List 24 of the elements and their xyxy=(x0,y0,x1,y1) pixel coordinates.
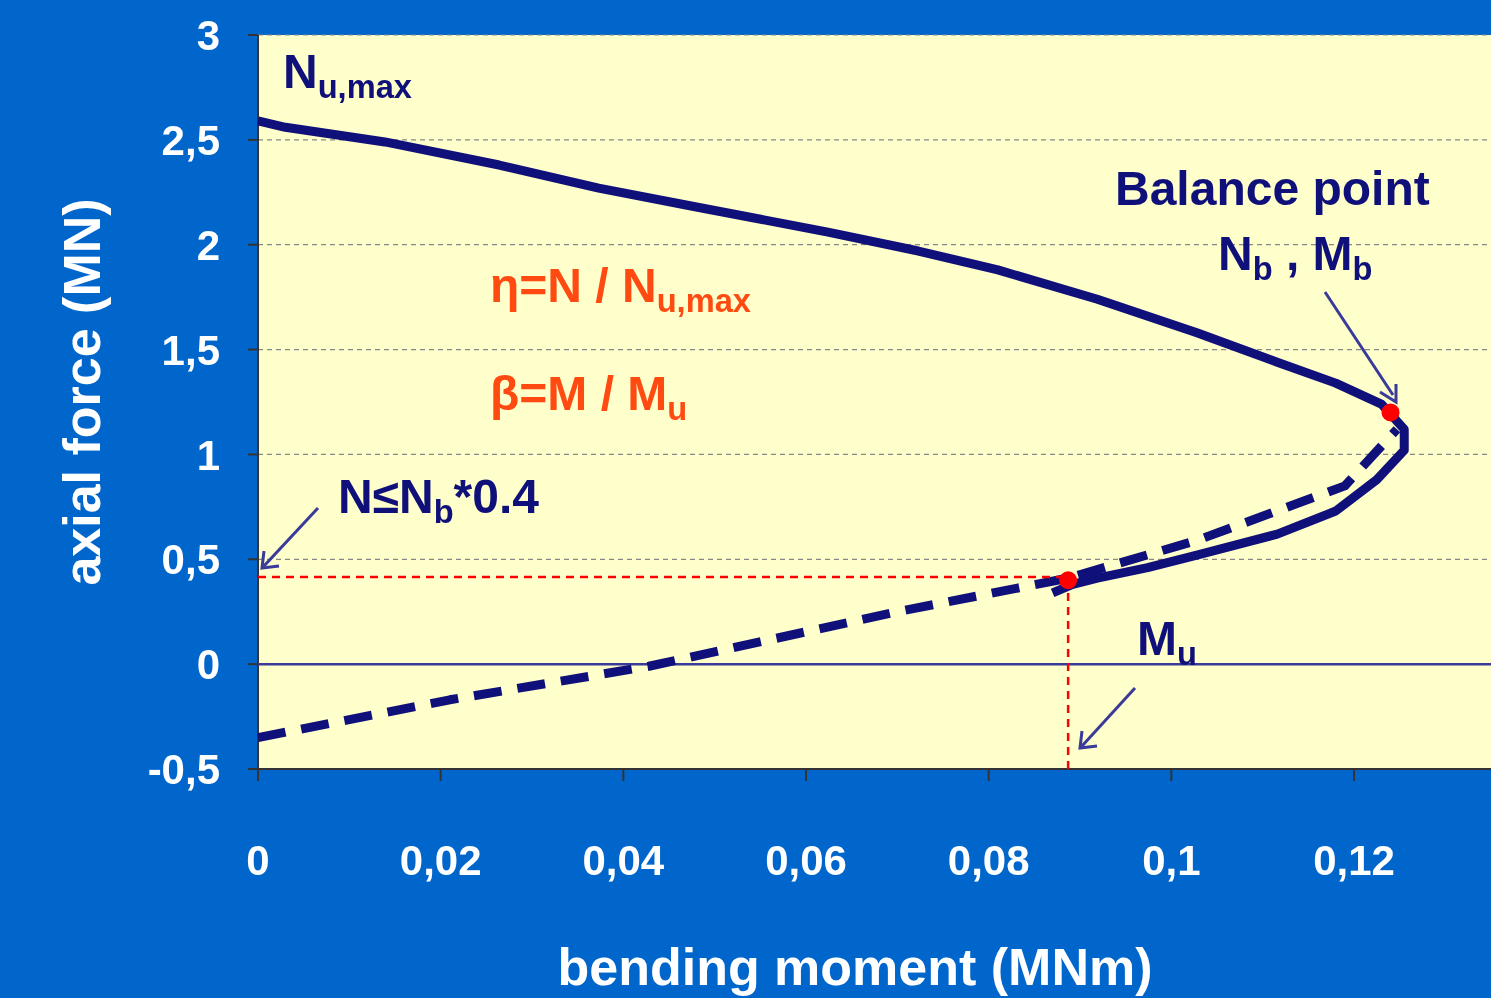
y-tick-label: 0,5 xyxy=(161,536,220,584)
annotation: N$_{u,max}$ xyxy=(283,45,412,105)
x-tick-label: 0,02 xyxy=(399,837,482,884)
x-axis-title: bending moment (MNm) xyxy=(557,938,1153,996)
y-tick-label: 2,5 xyxy=(161,116,220,164)
annotation: Balance point xyxy=(1115,162,1430,215)
y-tick-label: 0 xyxy=(196,641,220,689)
annotation: N$_{b}$ , M$_{b}$ xyxy=(1218,227,1373,287)
y-tick-label: 3 xyxy=(196,12,220,60)
y-tick-label: 2 xyxy=(196,221,220,269)
x-tick-label: 0,12 xyxy=(1313,837,1395,884)
x-tick-label: 0,06 xyxy=(765,837,847,884)
x-tick-label: 0 xyxy=(246,837,270,884)
x-tick-label: 0,1 xyxy=(1142,837,1201,884)
y-tick-label: 1 xyxy=(196,431,220,479)
annotation: η=N / N$_{u,max}$ xyxy=(490,259,751,319)
y-tick-label: -0,5 xyxy=(147,746,220,794)
y-tick-label: 1,5 xyxy=(161,326,220,374)
annotation: M$_{u}$ xyxy=(1137,612,1197,672)
annotation: N≤N$_{b}$*0.4 xyxy=(338,470,540,530)
x-tick-label: 0,08 xyxy=(947,837,1030,884)
annotation: β=M / M$_{u}$ xyxy=(490,367,688,427)
x-tick-label: 0,04 xyxy=(582,837,665,884)
y-axis-title: axial force (MN) xyxy=(53,198,111,586)
